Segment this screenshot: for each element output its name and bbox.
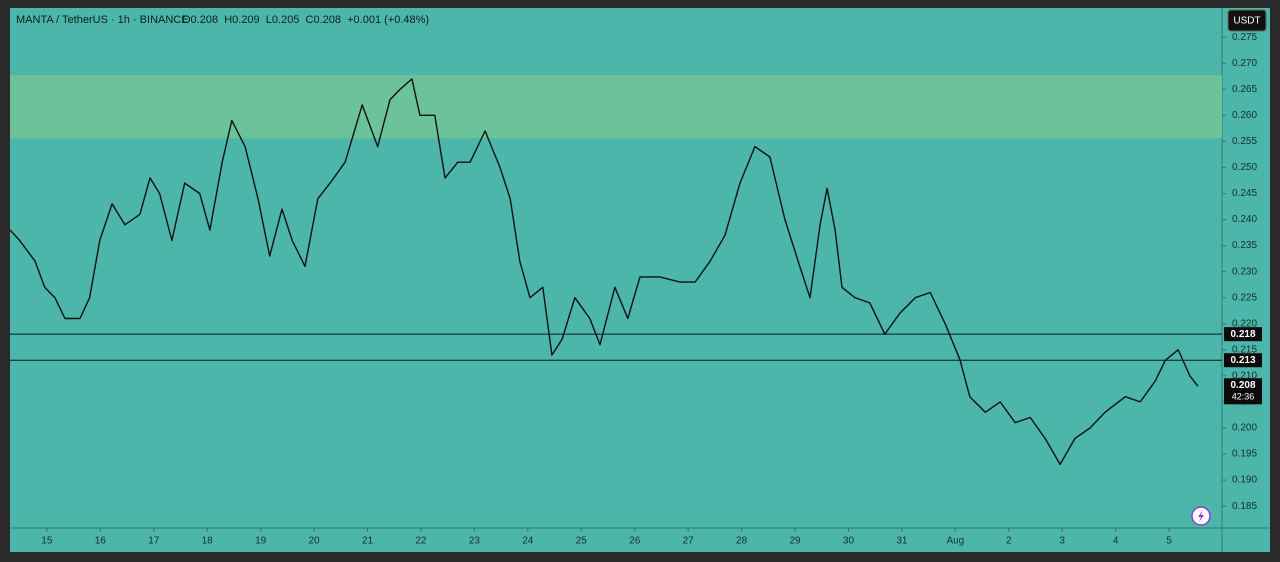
x-tick-label: 30 xyxy=(843,536,855,547)
level-label: 0.218 xyxy=(1230,329,1255,340)
y-tick-label: 0.265 xyxy=(1232,84,1257,95)
y-tick-label: 0.240 xyxy=(1232,214,1257,225)
x-tick-label: 5 xyxy=(1166,536,1172,547)
x-tick-label: 20 xyxy=(309,536,321,547)
x-tick-label: 16 xyxy=(95,536,107,547)
symbol: MANTA / TetherUS · 1h · BINANCE xyxy=(16,14,189,26)
y-tick-label: 0.245 xyxy=(1232,188,1257,199)
x-tick-label: 4 xyxy=(1113,536,1119,547)
x-tick-label: 21 xyxy=(362,536,374,547)
x-tick-label: 29 xyxy=(789,536,801,547)
y-tick-label: 0.255 xyxy=(1232,136,1257,147)
level-label-box xyxy=(1224,353,1262,368)
price-line xyxy=(9,78,1199,466)
x-tick-label: 3 xyxy=(1059,536,1065,547)
y-tick-label: 0.185 xyxy=(1232,501,1257,512)
x-tick-label: 26 xyxy=(629,536,641,547)
lightning-glyph xyxy=(1198,510,1204,522)
ohlc: O0.208 H0.209 L0.205 C0.208 +0.001 (+0.4… xyxy=(182,14,429,26)
currency-button[interactable] xyxy=(1227,9,1267,32)
y-tick-label: 0.220 xyxy=(1232,318,1257,329)
y-tick-label: 0.250 xyxy=(1232,162,1257,173)
x-tick-label: 19 xyxy=(255,536,267,547)
x-tick-label: 15 xyxy=(41,536,53,547)
level-label: 0.213 xyxy=(1230,355,1255,366)
y-tick-label: 0.215 xyxy=(1232,344,1257,355)
x-tick-label: 18 xyxy=(202,536,214,547)
x-tick-label: 31 xyxy=(896,536,908,547)
y-tick-label: 0.235 xyxy=(1232,240,1257,251)
x-tick-label: 22 xyxy=(415,536,427,547)
level-label-box xyxy=(1224,327,1262,342)
y-tick-label: 0.225 xyxy=(1232,292,1257,303)
x-tick-label: 2 xyxy=(1006,536,1012,547)
y-tick-label: 0.195 xyxy=(1232,449,1257,460)
x-tick-label: 25 xyxy=(576,536,588,547)
y-tick-label: 0.200 xyxy=(1232,423,1257,434)
x-tick-label: 23 xyxy=(469,536,481,547)
x-tick-label: 27 xyxy=(683,536,695,547)
currency[interactable]: USDT xyxy=(1233,16,1260,27)
layer: 0.1850.1900.1950.2000.2050.2100.2150.220… xyxy=(9,32,1262,547)
y-tick-label: 0.210 xyxy=(1232,370,1257,381)
x-tick-label: 24 xyxy=(522,536,534,547)
countdown: 42:36 xyxy=(1232,392,1255,402)
x-tick-label: Aug xyxy=(946,536,964,547)
x-tick-label: 28 xyxy=(736,536,748,547)
x-tick-label: 17 xyxy=(148,536,160,547)
y-tick-label: 0.260 xyxy=(1232,110,1257,121)
last-price-box xyxy=(1224,378,1262,405)
resistance-zone xyxy=(10,75,1222,139)
last-price: 0.208 xyxy=(1230,380,1255,391)
y-tick-label: 0.275 xyxy=(1232,32,1257,43)
y-tick-label: 0.190 xyxy=(1232,475,1257,486)
y-tick-label: 0.230 xyxy=(1232,266,1257,277)
y-tick-label: 0.270 xyxy=(1232,58,1257,69)
